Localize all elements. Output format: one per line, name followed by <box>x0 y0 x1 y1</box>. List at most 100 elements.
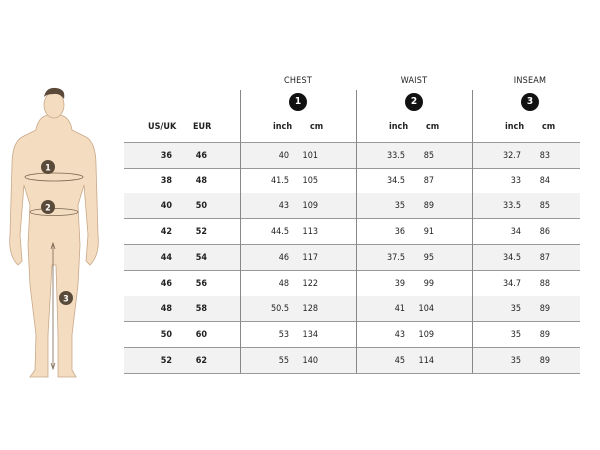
chest-cm-cell: 101 <box>302 151 318 161</box>
marker-1-icon: 1 <box>41 160 55 174</box>
chest-inch-cell: 53 <box>278 329 289 340</box>
us-uk-cell: 40 <box>160 201 172 212</box>
svg-text:2: 2 <box>45 204 51 214</box>
chest-cm-cell: 117 <box>302 252 318 263</box>
chest-inch-cell: 55 <box>278 355 289 366</box>
chest-cm-cell: 113 <box>302 227 318 238</box>
eur-cell: 56 <box>195 278 207 289</box>
divider <box>240 90 241 373</box>
inseam-header: INSEAM <box>513 76 547 86</box>
chest-inch-cell: 48 <box>278 278 289 289</box>
us-uk-cell: 48 <box>160 304 172 315</box>
waist-badge-icon: 2 <box>405 93 423 111</box>
inseam-cm-cell: 89 <box>539 304 550 315</box>
waist-inch-cell: 33.5 <box>386 151 405 161</box>
chest-cm-cell: 109 <box>302 201 318 212</box>
us-uk-cell: 38 <box>160 175 172 186</box>
waist-cm-cell: 99 <box>423 278 434 289</box>
inseam-cm-header: cm <box>542 122 556 132</box>
waist-header: WAIST <box>400 76 428 86</box>
inseam-cm-cell: 83 <box>539 151 550 161</box>
waist-inch-cell: 45 <box>394 355 405 366</box>
us-uk-cell: 42 <box>160 227 172 238</box>
chest-cm-cell: 128 <box>302 304 318 315</box>
waist-cm-cell: 95 <box>423 252 434 263</box>
waist-cm-cell: 91 <box>423 227 434 238</box>
inseam-cm-cell: 86 <box>539 227 550 238</box>
eur-cell: 62 <box>195 355 207 366</box>
inseam-cm-cell: 85 <box>539 201 550 212</box>
chest-header: CHEST <box>284 76 312 86</box>
inseam-inch-cell: 33 <box>510 175 521 186</box>
chest-inch-cell: 44.5 <box>270 227 289 238</box>
eur-cell: 50 <box>195 201 207 212</box>
inseam-cm-cell: 89 <box>539 355 550 366</box>
chest-cm-cell: 105 <box>302 175 318 186</box>
chest-inch-cell: 43 <box>278 201 289 212</box>
inseam-inch-cell: 34 <box>510 227 521 238</box>
us-uk-cell: 44 <box>160 252 172 263</box>
chest-inch-cell: 46 <box>278 252 289 263</box>
chest-inch-header: inch <box>273 122 293 132</box>
eur-cell: 58 <box>195 304 207 315</box>
chest-cm-cell: 134 <box>302 329 318 340</box>
table-row: 38 48 41.5 105 34.5 87 33 84 <box>124 168 580 194</box>
waist-inch-cell: 39 <box>394 278 405 289</box>
waist-cm-cell: 109 <box>418 329 434 340</box>
inseam-cm-cell: 84 <box>539 175 550 186</box>
waist-cm-cell: 85 <box>423 151 434 161</box>
waist-inch-cell: 37.5 <box>386 252 405 263</box>
chest-inch-cell: 41.5 <box>270 175 289 186</box>
chest-cm-cell: 140 <box>302 355 318 366</box>
inseam-inch-cell: 32.7 <box>502 151 521 161</box>
waist-inch-header: inch <box>389 122 409 132</box>
table-row: 40 50 43 109 35 89 33.5 85 <box>124 193 580 220</box>
table-row: 44 54 46 117 37.5 95 34.5 87 <box>124 244 580 271</box>
chest-cm-header: cm <box>310 122 324 132</box>
marker-2-icon: 2 <box>41 200 55 214</box>
inseam-inch-cell: 33.5 <box>502 201 521 212</box>
eur-cell: 54 <box>195 252 207 263</box>
chest-inch-cell: 40 <box>278 151 289 161</box>
waist-cm-cell: 104 <box>418 304 434 315</box>
waist-inch-cell: 36 <box>394 227 405 238</box>
us-uk-cell: 50 <box>160 329 172 340</box>
inseam-cm-cell: 88 <box>539 278 550 289</box>
inseam-inch-cell: 34.5 <box>502 252 521 263</box>
marker-3-icon: 3 <box>59 291 73 305</box>
eur-cell: 52 <box>195 227 207 238</box>
table-row: 50 60 53 134 43 109 35 89 <box>124 322 580 348</box>
inseam-inch-cell: 35 <box>510 355 521 366</box>
inseam-inch-cell: 35 <box>510 329 521 340</box>
table-row: 46 56 48 122 39 99 34.7 88 <box>124 271 580 297</box>
waist-cm-cell: 89 <box>423 201 434 212</box>
chest-cm-cell: 122 <box>302 278 318 289</box>
waist-inch-cell: 35 <box>394 201 405 212</box>
table-row: 42 52 44.5 113 36 91 34 86 <box>124 219 580 246</box>
body-measurement-figure: 1 2 3 <box>9 87 99 378</box>
eur-cell: 48 <box>195 175 207 186</box>
inseam-inch-cell: 34.7 <box>502 278 521 289</box>
eur-cell: 60 <box>195 329 207 340</box>
waist-cm-cell: 114 <box>418 355 434 366</box>
divider <box>356 90 357 373</box>
divider <box>472 90 473 373</box>
inseam-inch-header: inch <box>505 122 525 132</box>
chest-badge-icon: 1 <box>289 93 307 111</box>
eur-column-header: EUR <box>193 122 212 132</box>
waist-cm-cell: 87 <box>423 175 434 186</box>
inseam-cm-cell: 87 <box>539 252 550 263</box>
us-uk-cell: 46 <box>160 278 172 289</box>
us-uk-cell: 52 <box>160 355 172 366</box>
waist-inch-cell: 43 <box>394 329 405 340</box>
svg-text:3: 3 <box>63 295 69 305</box>
us-uk-cell: 36 <box>160 151 172 161</box>
waist-inch-cell: 34.5 <box>386 175 405 186</box>
waist-cm-header: cm <box>426 122 440 132</box>
table-row: 48 58 50.5 128 41 104 35 89 <box>124 296 580 323</box>
waist-inch-cell: 41 <box>394 304 405 315</box>
inseam-cm-cell: 89 <box>539 329 550 340</box>
svg-text:1: 1 <box>45 164 51 174</box>
table-row: 52 62 55 140 45 114 35 89 <box>124 347 580 374</box>
chest-inch-cell: 50.5 <box>270 304 289 315</box>
